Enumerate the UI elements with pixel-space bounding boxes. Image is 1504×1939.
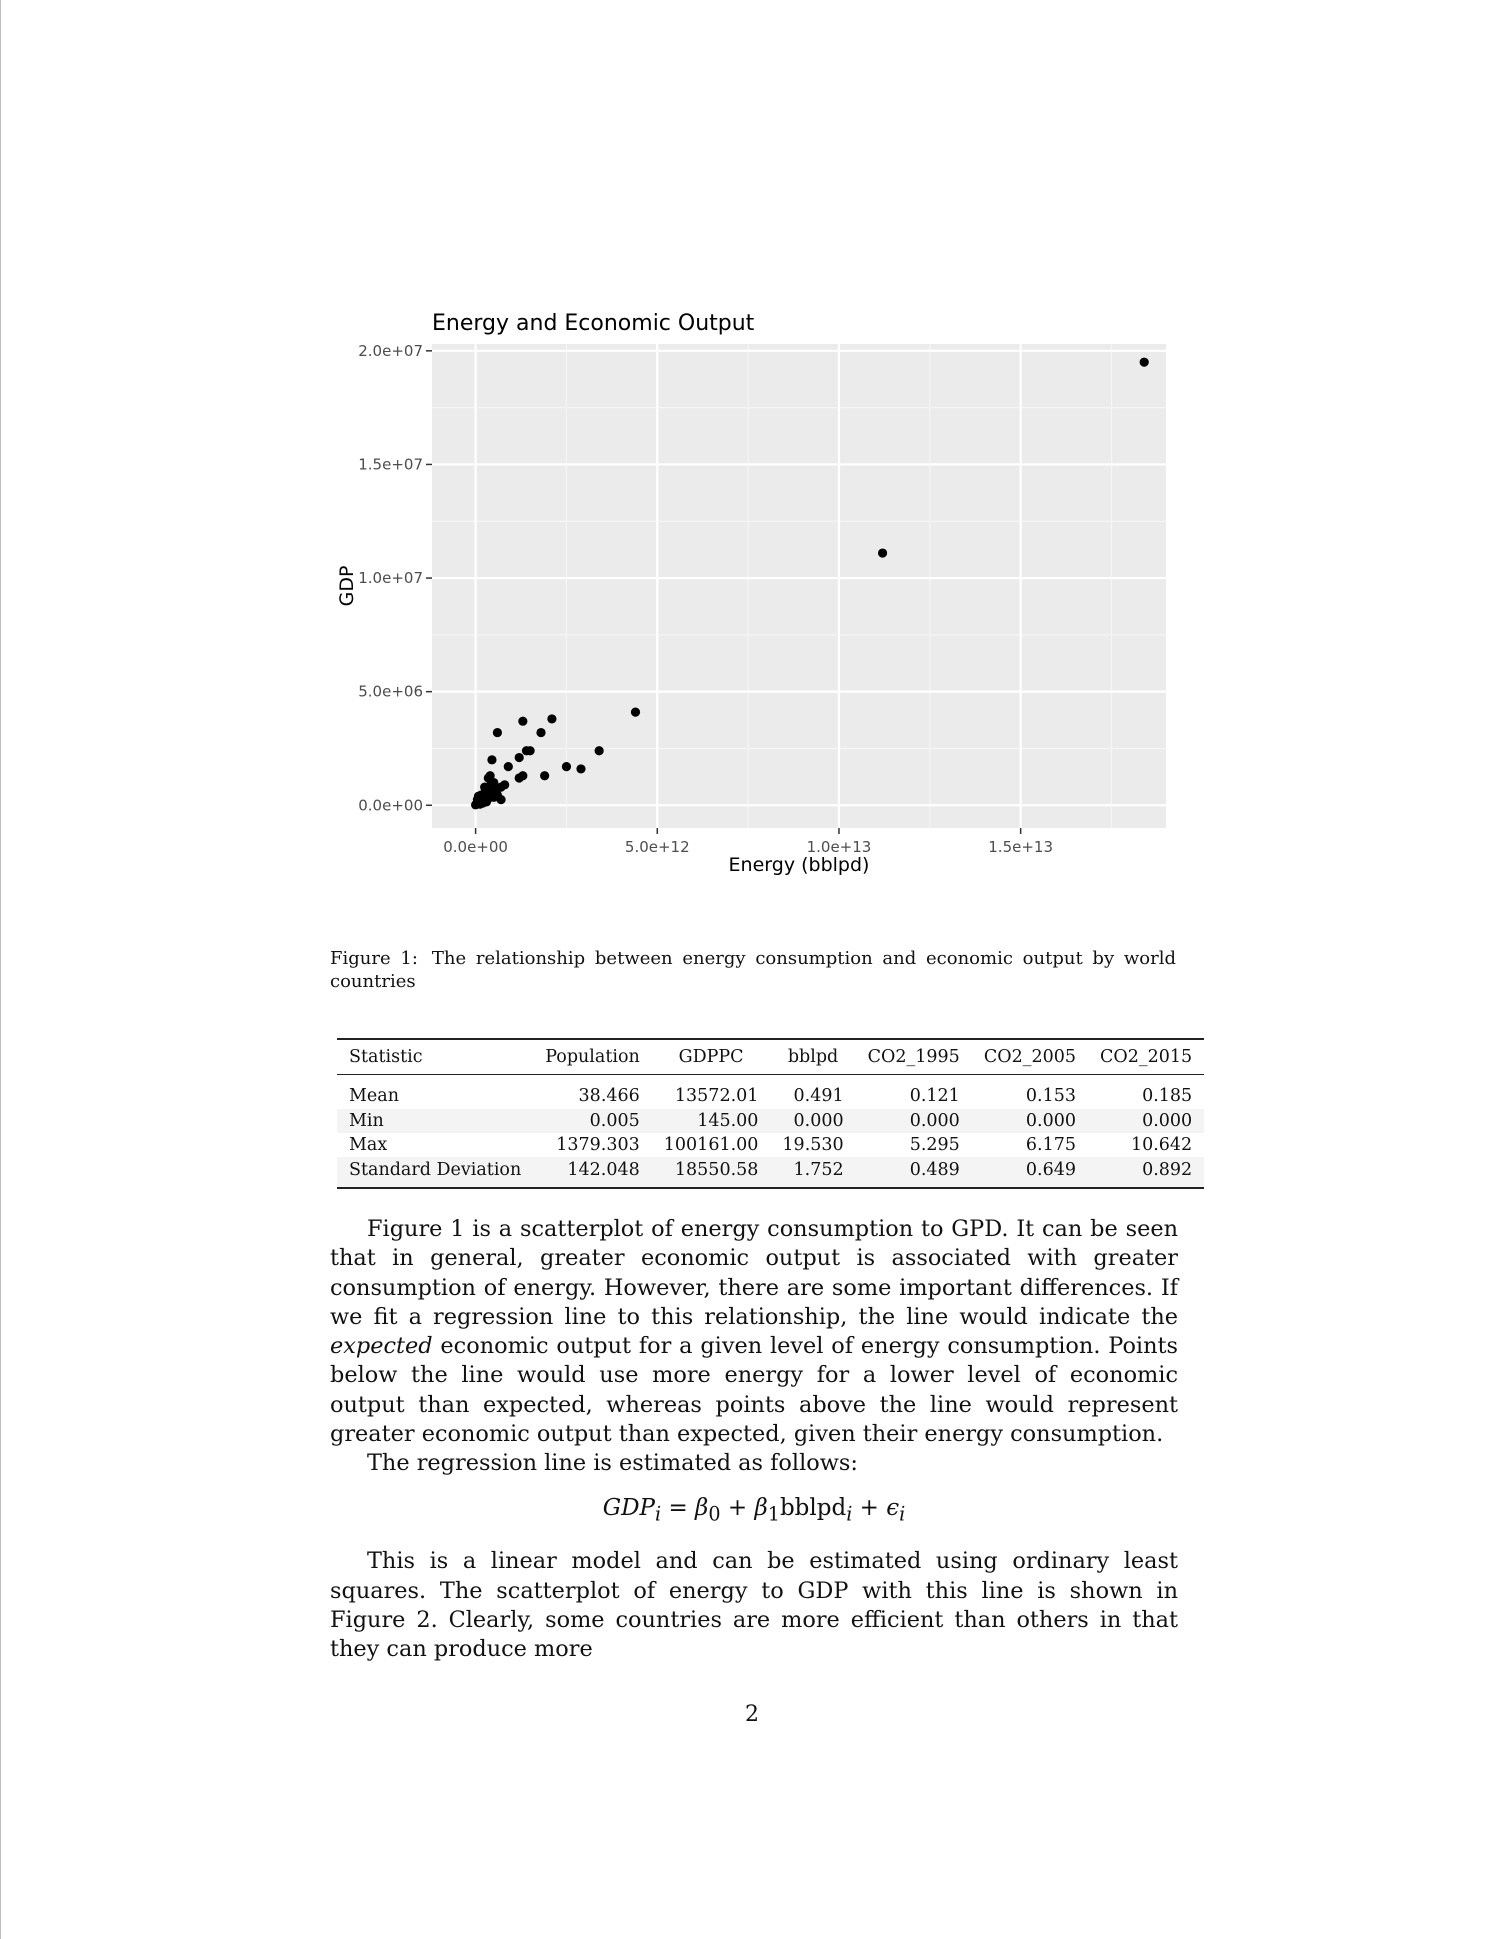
y-tick-label: 5.0e+06 <box>358 683 423 701</box>
data-point <box>514 773 524 783</box>
page-number: 2 <box>745 1702 759 1727</box>
table-cell: 38.466 <box>578 1086 640 1106</box>
x-tick-label: 5.0e+12 <box>625 838 690 856</box>
paragraph: The regression line is estimated as foll… <box>367 1450 858 1477</box>
data-point <box>576 764 586 774</box>
paragraph: This is a linear model and can be estima… <box>330 1548 1178 1663</box>
column-header: CO2_2005 <box>971 1039 1088 1075</box>
column-header: CO2_1995 <box>855 1039 972 1075</box>
table-cell: 0.000 <box>971 1109 1088 1133</box>
data-point <box>481 797 492 807</box>
caption-text: The relationship between energy consumpt… <box>330 948 1176 992</box>
y-tick-label: 1.5e+07 <box>358 455 423 473</box>
column-header: CO2_2015 <box>1088 1039 1205 1075</box>
table-cell: 145.00 <box>651 1109 771 1133</box>
column-header: bblpd <box>770 1039 856 1075</box>
table-cell: 0.000 <box>770 1109 856 1133</box>
scatter-chart: 0.0e+00 5.0e+12 1.0e+13 1.5e+13 0.0e+00 5.0e+… <box>336 311 1166 876</box>
chart-title: Energy and Economic Output <box>432 311 755 336</box>
data-point <box>476 790 486 800</box>
table-cell: 1379.303 <box>556 1135 640 1155</box>
emphasis: expected <box>330 1333 433 1360</box>
data-point <box>547 714 557 724</box>
table-cell: 6.175 <box>1025 1135 1076 1155</box>
y-tick-label: 0.0e+00 <box>358 796 423 814</box>
table-cell: 0.185 <box>1142 1086 1193 1106</box>
x-tick-label: 1.5e+13 <box>988 838 1053 856</box>
data-point <box>487 787 497 797</box>
data-point <box>480 782 490 792</box>
figure-caption: Figure 1: The relationship between energy… <box>330 947 1176 993</box>
table-cell: 0.005 <box>533 1109 652 1133</box>
x-axis-label: Energy (bblpd) <box>729 854 870 876</box>
caption-label: Figure 1: <box>330 948 418 969</box>
data-point <box>1139 357 1149 367</box>
column-header: GDPPC <box>651 1039 771 1075</box>
table-cell: 1.752 <box>770 1157 856 1188</box>
data-point <box>521 746 532 756</box>
data-point <box>489 777 499 788</box>
data-point <box>492 727 503 738</box>
table-cell: 0.892 <box>1088 1157 1205 1188</box>
body-text: Figure 1 is a scatterplot of energy cons… <box>330 1215 1178 1664</box>
table-cell: 0.121 <box>909 1086 960 1106</box>
table-cell: 19.530 <box>782 1135 844 1155</box>
table-cell: 0.153 <box>1025 1086 1076 1106</box>
table-cell: 142.048 <box>533 1157 652 1188</box>
table-cell: Min <box>337 1109 534 1133</box>
table-row: Standard Deviation 142.048 18550.58 1.75… <box>337 1157 1205 1188</box>
table-header-row: Statistic Population GDPPC bblpd CO2_199… <box>337 1039 1205 1075</box>
table-row: Max 1379.303 100161.00 19.530 5.295 6.17… <box>337 1133 1204 1157</box>
table-cell: 0.649 <box>971 1157 1088 1188</box>
table-cell: 100161.00 <box>663 1135 759 1155</box>
data-point <box>630 707 641 717</box>
y-tick-label: 1.0e+07 <box>358 569 423 587</box>
table-cell: 13572.01 <box>674 1086 759 1106</box>
table-cell: 0.489 <box>855 1157 972 1188</box>
data-point <box>536 727 546 738</box>
data-point <box>496 794 506 805</box>
data-point <box>503 762 513 772</box>
table-cell: Max <box>349 1135 388 1155</box>
paragraph: Figure 1 is a scatterplot of energy cons… <box>330 1216 1178 1448</box>
table-row: Min 0.005 145.00 0.000 0.000 0.000 0.000 <box>337 1109 1205 1133</box>
regression-equation: GDPi = β0 + β1bblpdi + ϵi <box>602 1494 906 1526</box>
data-point <box>877 548 888 558</box>
data-point <box>594 746 604 756</box>
data-point <box>540 771 550 781</box>
plot-panel <box>432 344 1166 828</box>
table-cell: 0.491 <box>793 1086 844 1106</box>
table-cell: 0.000 <box>855 1109 972 1133</box>
table-cell: 5.295 <box>909 1135 960 1155</box>
x-tick-label: 1.0e+13 <box>807 838 872 856</box>
data-point <box>518 716 528 726</box>
data-point <box>487 755 497 765</box>
data-point <box>514 752 524 763</box>
summary-statistics-table: Statistic Population GDPPC bblpd CO2_199… <box>337 1038 1205 1189</box>
page-edge <box>0 0 1 1939</box>
y-axis-label: GDP <box>336 566 358 607</box>
table-cell: Mean <box>349 1086 399 1106</box>
x-tick-label: 0.0e+00 <box>443 838 508 856</box>
table-cell: 10.642 <box>1130 1135 1193 1155</box>
table-cell: Standard Deviation <box>337 1157 534 1188</box>
table-row: Mean 38.466 13572.01 0.491 0.121 0.153 0… <box>337 1075 1204 1110</box>
data-point <box>561 762 572 772</box>
table-cell: 0.000 <box>1088 1109 1205 1133</box>
column-header: Population <box>533 1039 652 1075</box>
y-tick-label: 2.0e+07 <box>358 342 423 360</box>
column-header: Statistic <box>337 1039 534 1075</box>
table-cell: 18550.58 <box>651 1157 771 1188</box>
